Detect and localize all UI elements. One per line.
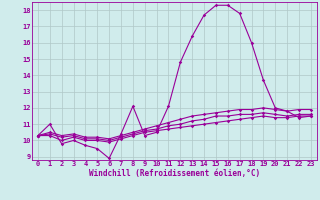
X-axis label: Windchill (Refroidissement éolien,°C): Windchill (Refroidissement éolien,°C) (89, 169, 260, 178)
